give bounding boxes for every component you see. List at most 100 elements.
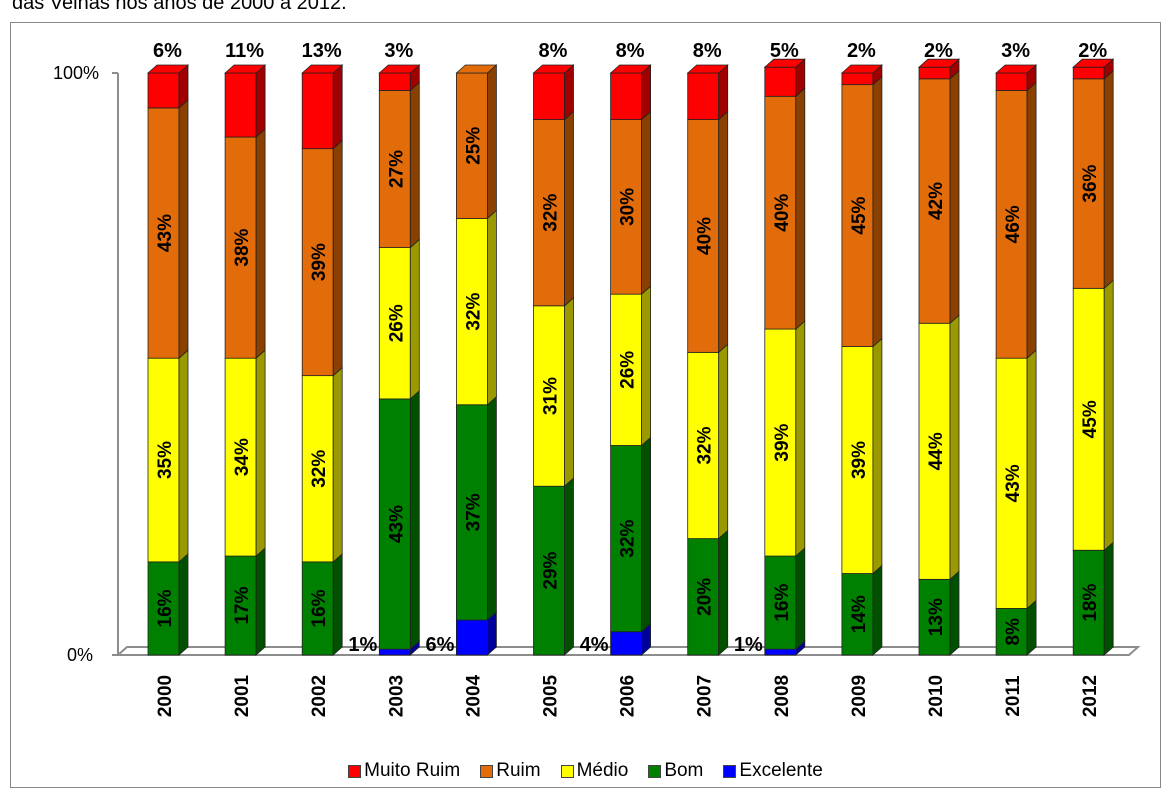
x-tick-label: 2008 xyxy=(772,675,793,717)
bar-top xyxy=(609,64,652,74)
bar-segment xyxy=(1072,287,1105,551)
chart-legend: Muito Ruim Ruim Médio Bom Excelente xyxy=(0,760,1171,782)
bar-segment xyxy=(841,573,874,656)
data-label: 2% xyxy=(1078,40,1107,62)
data-label: 39% xyxy=(772,423,793,461)
data-label: 8% xyxy=(1003,618,1024,646)
bar-segment xyxy=(610,631,642,656)
bar-segment-side xyxy=(255,128,266,360)
bar-segment xyxy=(147,561,180,656)
bar-segment xyxy=(1072,66,1105,80)
bar-segment-side xyxy=(1103,69,1114,290)
data-label: 6% xyxy=(153,40,182,62)
bar-segment-side xyxy=(178,552,189,656)
data-label: 13% xyxy=(302,40,342,62)
data-label: 16% xyxy=(309,589,330,627)
data-label: 32% xyxy=(463,293,484,331)
bar-segment-side xyxy=(564,477,574,656)
bar-segment-side xyxy=(332,552,343,656)
bar-segment xyxy=(764,648,797,656)
bar-segment xyxy=(378,72,411,91)
bar-top xyxy=(146,64,190,74)
data-label: 20% xyxy=(695,578,716,616)
bar-segment xyxy=(610,445,642,633)
bar-segment-side xyxy=(718,110,729,354)
data-label: 14% xyxy=(849,595,870,633)
bar-segment-side xyxy=(564,64,574,121)
data-label: 3% xyxy=(1001,40,1030,62)
data-label: 6% xyxy=(425,634,454,656)
data-label: 1% xyxy=(734,634,763,656)
bar-segment xyxy=(610,72,642,120)
bar-segment xyxy=(610,119,642,295)
bar-top xyxy=(224,64,267,74)
x-tick-label: 2005 xyxy=(541,674,562,717)
data-label: 4% xyxy=(580,634,609,656)
bar-segment-side xyxy=(486,395,497,621)
bar-segment-side xyxy=(1026,599,1037,656)
bar-segment-side xyxy=(409,390,420,651)
bar-segment-side xyxy=(949,570,960,656)
legend-label: Bom xyxy=(664,760,704,781)
y-tick-label: 0% xyxy=(67,645,93,665)
bar-segment xyxy=(687,72,720,120)
bar-segment-side xyxy=(1026,349,1037,610)
bar-top xyxy=(686,64,729,74)
data-label: 25% xyxy=(463,127,484,165)
bar-top xyxy=(763,58,806,68)
x-tick-label: 2009 xyxy=(849,675,870,717)
bar-segment-side xyxy=(332,139,343,377)
bar-segment-side xyxy=(1103,279,1114,552)
bar-segment-side xyxy=(409,238,420,400)
data-label: 16% xyxy=(155,589,176,627)
legend-label: Excelente xyxy=(739,760,823,781)
data-label: 43% xyxy=(1003,464,1024,502)
x-tick-label: 2010 xyxy=(926,675,947,717)
x-tick-label: 2001 xyxy=(232,674,253,717)
bar-segment xyxy=(301,72,334,150)
x-tick-label: 2000 xyxy=(155,675,176,717)
x-tick-label: 2006 xyxy=(618,675,639,717)
bar-segment-side xyxy=(255,349,266,557)
bar-segment-side xyxy=(795,320,806,557)
chart-caption: das Velhas nos anos de 2000 a 2012. xyxy=(12,0,347,14)
legend-swatch xyxy=(480,764,494,778)
legend-item: Bom xyxy=(648,760,703,782)
bar-segment xyxy=(455,404,488,621)
bar-top xyxy=(378,64,421,74)
data-label: 30% xyxy=(618,188,639,226)
bar-segment-side xyxy=(1026,81,1037,360)
data-label: 39% xyxy=(849,441,870,479)
data-label: 43% xyxy=(155,214,176,252)
data-label: 8% xyxy=(616,40,645,62)
bar-segment xyxy=(841,72,874,86)
data-label: 42% xyxy=(926,182,947,220)
bar-segment xyxy=(455,619,488,656)
bar-segment xyxy=(378,247,411,400)
data-label: 45% xyxy=(849,196,870,234)
bar-segment-side xyxy=(949,314,960,581)
bar-segment-side xyxy=(718,64,729,121)
data-label: 32% xyxy=(695,426,716,464)
bar-segment-side xyxy=(872,75,883,348)
legend-label: Muito Ruim xyxy=(364,760,461,781)
bar-segment-side xyxy=(564,110,574,307)
bar-segment xyxy=(533,119,565,307)
bar-segment xyxy=(533,72,565,120)
bar-top xyxy=(917,58,961,68)
data-label: 27% xyxy=(386,150,407,188)
bar-top xyxy=(301,64,344,74)
data-label: 40% xyxy=(772,194,793,232)
bar-segment-side xyxy=(178,99,189,360)
data-label: 2% xyxy=(924,40,953,62)
bar-segment xyxy=(147,357,180,563)
data-label: 43% xyxy=(386,505,407,543)
bar-segment-side xyxy=(641,64,651,121)
x-tick-label: 2003 xyxy=(386,675,407,717)
bar-segment xyxy=(995,608,1028,656)
data-label: 39% xyxy=(309,243,330,281)
bar-segment-side xyxy=(409,81,420,249)
bar-segment xyxy=(224,136,257,359)
bar-segment xyxy=(378,398,411,650)
y-tick-label: 100% xyxy=(53,63,99,83)
